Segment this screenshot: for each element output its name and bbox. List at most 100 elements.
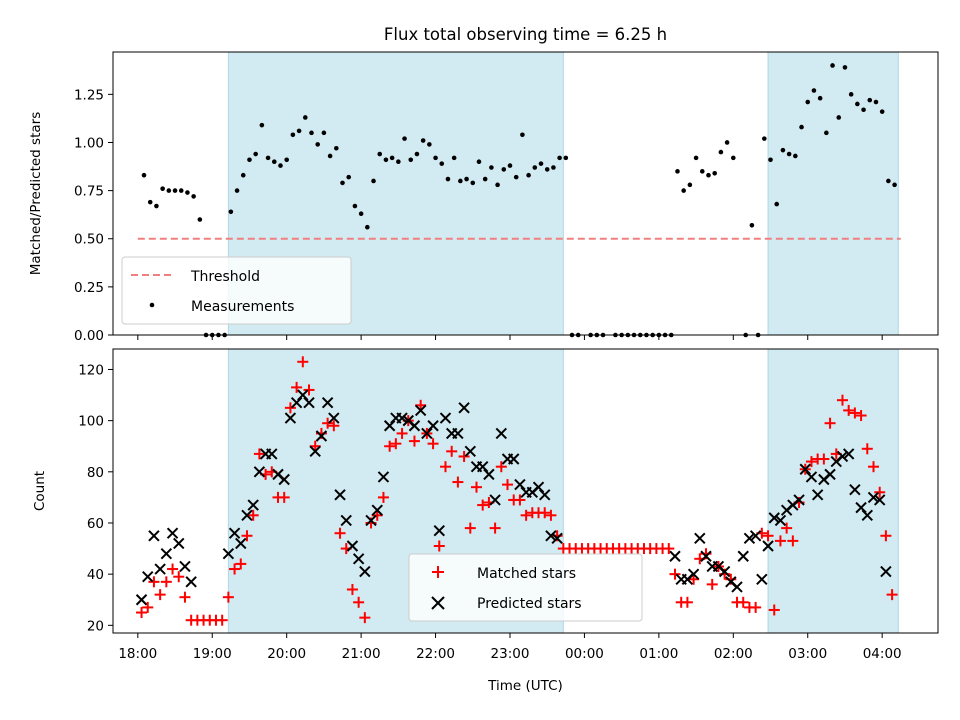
predicted-star-point [148,530,160,542]
predicted-star-point [458,402,470,414]
predicted-star-point [793,494,805,506]
matched-star-point [303,384,315,396]
top-y-tick-label: 0.25 [74,280,104,296]
measurement-point [507,163,513,168]
predicted-star-point [266,448,278,460]
measurement-point [681,188,686,193]
measurement-point [817,95,823,101]
predicted-star-point [154,563,166,575]
chart-title: Flux total observing time = 6.25 h [384,25,667,44]
predicted-star-point [867,491,880,504]
matched-star-point [824,417,836,429]
measurement-point [296,128,302,134]
matched-star-point [805,456,817,468]
matched-star-point [309,440,321,452]
measurement-point [699,169,705,174]
predicted-star-point [805,471,818,483]
matched-star-point [439,461,451,473]
matched-star-point [247,509,259,521]
matched-star-point [396,427,408,439]
matched-star-point [291,381,303,393]
matched-legend-label: Matched stars [477,566,576,582]
top-y-tick-label: 1.25 [74,87,104,103]
measurement-point [358,211,364,217]
predicted-star-point [861,509,873,522]
measurement-point [724,140,730,145]
ratio-panel: 0.00 0.25 0.50 0.75 1.00 1.25 Flux total obse… [28,25,939,344]
bottom-legend: Matched stars Predicted stars [408,553,643,622]
matched-star-point [867,461,879,473]
predicted-star-point [452,427,464,440]
top-y-tick-label: 0.00 [74,328,104,344]
predicted-star-point [160,547,173,560]
matched-star-point [160,576,172,588]
matched-star-point [377,491,389,503]
matched-legend-swatch [432,566,444,578]
measurement-point [371,178,376,184]
measurement-point [731,155,736,161]
measurement-point [185,190,190,195]
measurement-point [309,130,314,136]
measurement-point [389,155,395,161]
measurement-point [774,201,780,207]
matched-star-point [216,614,228,626]
matched-star-point [154,589,166,601]
matched-star-point [353,596,365,608]
matched-star-point [179,591,191,603]
top-y-axis: 0.00 0.25 0.50 0.75 1.00 1.25 [74,87,113,344]
predicted-star-point [222,547,235,560]
matched-star-point [278,491,290,503]
x-tick-label: 03:00 [788,646,827,662]
measurement-point [842,65,848,70]
predicted-star-point [476,460,489,473]
predicted-star-point [309,445,321,458]
predicted-star-point [396,412,408,424]
predicted-star-point [855,501,867,514]
measurement-point [439,161,445,166]
predicted-star-point [321,397,334,409]
matched-star-point [346,584,358,596]
measurement-point [687,182,693,188]
measurement-point [482,176,488,182]
predicted-legend-label: Predicted stars [477,596,582,612]
matched-star-point [539,507,551,519]
x-tick-label: 02:00 [714,646,753,662]
measurement-point [284,157,289,163]
matched-star-point [452,476,464,488]
matched-star-point [855,410,867,422]
matched-star-point [774,535,786,547]
measurement-point [513,174,519,180]
measurement-point [240,172,246,178]
matched-star-point [762,530,774,542]
matched-star-point [253,448,265,460]
predicted-star-point [700,550,712,562]
matched-star-point [477,499,489,511]
matched-star-point [886,589,898,601]
measurement-point [290,132,296,138]
matched-star-point [836,394,848,406]
predicted-star-point [811,489,824,501]
measurement-point [762,136,767,141]
measurement-point [544,167,550,172]
predicted-star-point [836,450,849,463]
measurement-point [749,222,755,228]
measurement-point [563,155,569,161]
measurement-point [799,124,804,130]
measurement-point [396,159,401,165]
measurement-point [495,182,500,188]
measurement-point [780,147,786,153]
x-axis-label: Time (UTC) [487,678,563,694]
predicted-star-point [253,466,266,478]
matched-star-point [681,596,693,608]
matched-star-point [427,438,439,450]
bottom-x-axis: 18:00 19:00 20:00 21:00 22:00 23:00 00:00 01:00… [118,633,902,662]
matched-star-point [688,573,700,585]
measurement-point [476,159,482,165]
matched-star-point [861,443,873,455]
measurement-point [445,176,451,182]
matched-star-point [706,578,718,590]
predicted-star-point [551,532,563,545]
matched-star-point [173,571,185,583]
x-tick-label: 23:00 [491,646,530,662]
measurement-point [458,178,463,184]
